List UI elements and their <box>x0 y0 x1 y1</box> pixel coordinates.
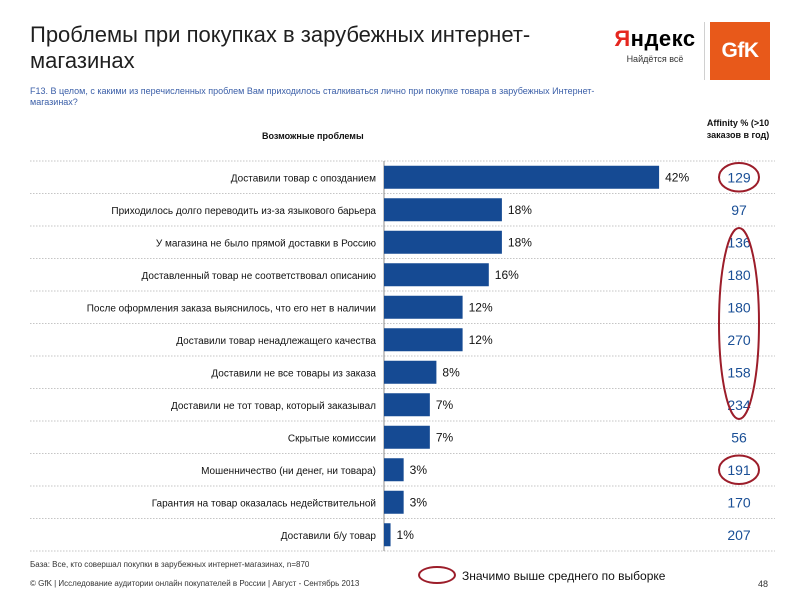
highlight-ellipse <box>718 454 760 485</box>
affinity-value: 170 <box>727 494 751 510</box>
page-number: 48 <box>758 579 769 589</box>
affinity-value: 270 <box>727 332 751 348</box>
bar <box>384 263 489 287</box>
bar-value-label: 16% <box>495 268 519 282</box>
bar-value-label: 3% <box>410 495 428 509</box>
bar <box>384 360 437 384</box>
legend-ellipse-icon <box>418 566 456 584</box>
yandex-wordmark: Яндекс <box>610 26 700 52</box>
bar <box>384 295 463 319</box>
bar-value-label: 7% <box>436 398 454 412</box>
affinity-value: 207 <box>727 527 751 543</box>
category-label: Доставили товар с опозданием <box>231 173 376 184</box>
problems-column-header: Возможные проблемы <box>262 131 364 141</box>
bar-value-label: 1% <box>397 528 415 542</box>
gfk-logo: GfK <box>710 22 770 80</box>
bar <box>384 425 430 449</box>
yandex-letter-ya: Я <box>614 26 631 51</box>
bar-value-label: 3% <box>410 463 428 477</box>
category-label: Доставили не все товары из заказа <box>211 368 376 379</box>
page-title: Проблемы при покупках в зарубежных интер… <box>30 22 531 73</box>
bar <box>384 393 430 417</box>
yandex-letters-rest: ндекс <box>630 26 696 51</box>
question-text: F13. В целом, с какими из перечисленных … <box>30 86 595 107</box>
legend-text: Значимо выше среднего по выборке <box>462 569 666 583</box>
category-label: Доставили б/у товар <box>281 530 377 542</box>
category-label: Скрытые комиссии <box>288 433 376 444</box>
affinity-value: 158 <box>727 364 751 380</box>
bar <box>384 328 463 352</box>
logo-divider <box>704 22 705 80</box>
yandex-slogan: Найдётся всё <box>626 54 684 64</box>
category-label: Доставили товар ненадлежащего качества <box>176 336 376 347</box>
affinity-column-header: Affinity % (>10 заказов в год) <box>706 118 770 140</box>
bar <box>384 490 404 514</box>
affinity-value: 180 <box>727 267 751 283</box>
bar <box>384 458 404 482</box>
category-label: После оформления заказа выяснилось, что … <box>87 302 376 314</box>
logos: Яндекс Найдётся всё GfK <box>600 22 770 80</box>
category-label: Приходилось долго переводить из-за языко… <box>111 205 376 217</box>
bar-value-label: 12% <box>469 300 493 314</box>
bar <box>384 230 502 254</box>
bar-value-label: 12% <box>469 333 493 347</box>
affinity-value: 234 <box>727 397 751 413</box>
category-label: У магазина не было прямой доставки в Рос… <box>156 237 377 249</box>
category-label: Доставили не тот товар, который заказыва… <box>171 401 376 412</box>
bar-value-label: 7% <box>436 430 454 444</box>
highlight-ellipse <box>718 162 760 193</box>
highlight-ellipse <box>718 227 760 420</box>
affinity-value: 180 <box>727 299 751 315</box>
bar-value-label: 18% <box>508 235 532 249</box>
category-label: Мошенничество (ни денег, ни товара) <box>201 466 376 477</box>
bar-value-label: 8% <box>442 365 460 379</box>
affinity-value: 191 <box>727 462 751 478</box>
category-label: Доставленный товар не соответствовал опи… <box>142 271 377 282</box>
copyright: © GfK | Исследование аудитории онлайн по… <box>30 579 360 588</box>
bar <box>384 165 660 189</box>
bar-value-label: 42% <box>665 170 689 184</box>
affinity-value: 136 <box>727 234 751 250</box>
affinity-value: 129 <box>727 169 751 185</box>
bar-value-label: 18% <box>508 203 532 217</box>
yandex-logo: Яндекс Найдётся всё <box>610 26 700 64</box>
affinity-value: 56 <box>731 429 747 445</box>
bar <box>384 523 391 547</box>
bar <box>384 198 502 222</box>
base-note: База: Все, кто совершал покупки в зарубе… <box>30 560 310 569</box>
category-label: Гарантия на товар оказалась недействител… <box>152 498 376 509</box>
affinity-value: 97 <box>731 202 747 218</box>
